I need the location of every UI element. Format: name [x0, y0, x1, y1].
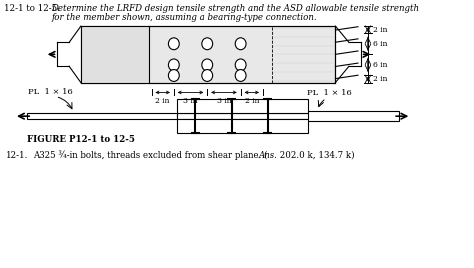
- Bar: [177, 119, 309, 133]
- Text: 3 in: 3 in: [217, 97, 231, 105]
- Text: 2 in: 2 in: [155, 97, 170, 105]
- Bar: [177, 99, 309, 113]
- Circle shape: [235, 59, 246, 71]
- Bar: [27, 113, 177, 119]
- Text: Ans.: Ans.: [259, 151, 278, 160]
- Bar: [81, 26, 336, 83]
- Bar: [177, 113, 309, 119]
- Text: A325 ¾-in bolts, threads excluded from shear plane. (: A325 ¾-in bolts, threads excluded from s…: [33, 151, 267, 161]
- Circle shape: [202, 70, 213, 81]
- Text: 3 in: 3 in: [183, 97, 198, 105]
- Circle shape: [235, 38, 246, 50]
- Text: 12-1 to 12-5.: 12-1 to 12-5.: [4, 4, 60, 13]
- Circle shape: [235, 70, 246, 81]
- Text: 2 in: 2 in: [245, 97, 259, 105]
- Circle shape: [202, 38, 213, 50]
- Text: Determine the LRFD design tensile strength and the ASD allowable tensile strengt: Determine the LRFD design tensile streng…: [51, 4, 419, 13]
- Circle shape: [168, 59, 179, 71]
- Text: 6 in: 6 in: [374, 40, 388, 48]
- Text: 2 in: 2 in: [374, 26, 388, 34]
- Circle shape: [168, 38, 179, 50]
- Text: 2 in: 2 in: [374, 75, 388, 83]
- Text: PL  1 × 16: PL 1 × 16: [307, 90, 351, 98]
- Bar: [81, 26, 148, 83]
- Text: PL  1 × 16: PL 1 × 16: [28, 88, 73, 96]
- Text: for the member shown, assuming a bearing-type connection.: for the member shown, assuming a bearing…: [51, 13, 317, 22]
- Text: 202.0 k, 134.7 k): 202.0 k, 134.7 k): [277, 151, 355, 160]
- Text: 12-1.: 12-1.: [6, 151, 28, 160]
- Circle shape: [168, 70, 179, 81]
- Text: 6 in: 6 in: [374, 61, 388, 69]
- Circle shape: [202, 59, 213, 71]
- Text: FIGURE P12-1 to 12-5: FIGURE P12-1 to 12-5: [27, 135, 135, 144]
- Bar: [225, 111, 399, 121]
